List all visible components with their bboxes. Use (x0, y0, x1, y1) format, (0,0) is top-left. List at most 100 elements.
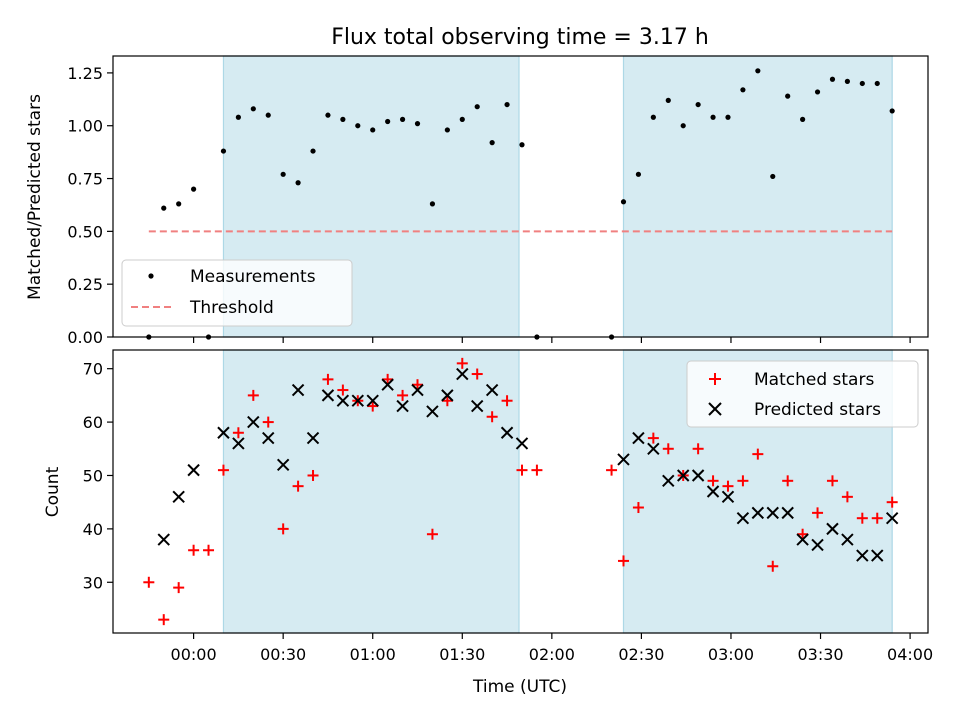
matched-star-point (826, 475, 838, 487)
predicted-star-point (781, 506, 794, 520)
legend-measurements-marker (148, 273, 154, 279)
x-tick-label: 01:00 (350, 645, 396, 664)
predicted-star-point (441, 389, 454, 402)
measurement-point (800, 116, 806, 122)
top-y-tick-label: 0.00 (67, 328, 103, 347)
measurement-point (340, 116, 346, 122)
matched-star-point (456, 357, 468, 369)
predicted-star-point (485, 383, 499, 397)
predicted-star-point (515, 437, 529, 450)
matched-star-point (606, 464, 618, 476)
x-tick-label: 01:30 (439, 645, 485, 664)
predicted-star-point (617, 453, 630, 466)
measurement-point (280, 171, 286, 177)
measurement-point (814, 89, 821, 95)
x-tick-label: 04:00 (887, 645, 933, 664)
predicted-star-point (662, 474, 675, 488)
measurement-point (474, 104, 480, 110)
predicted-star-point (291, 383, 305, 397)
matched-star-point (707, 475, 719, 487)
predicted-star-point (736, 511, 750, 525)
matched-star-points (143, 357, 898, 626)
predicted-star-point (232, 437, 245, 450)
matched-star-point (501, 395, 513, 407)
bot-y-tick-label: 60 (83, 413, 103, 432)
measurement-point (519, 142, 525, 148)
measurement-point (859, 80, 865, 87)
top-y-tick-label: 1.25 (67, 64, 103, 83)
predicted-star-point (691, 469, 705, 482)
matched-star-point (647, 432, 659, 444)
predicted-star-point (471, 399, 484, 413)
matched-star-point (337, 384, 349, 396)
top-y-tick-label: 0.25 (67, 275, 103, 294)
matched-star-point (158, 614, 170, 626)
x-tick-label: 02:30 (618, 645, 664, 664)
predicted-star-point (262, 431, 275, 445)
matched-star-point (426, 528, 438, 540)
top-legend: Measurements Threshold (121, 259, 353, 327)
predicted-star-point (396, 399, 409, 413)
top-legend-box (121, 259, 353, 327)
x-tick-label: 03:30 (797, 645, 843, 664)
measurement-point (889, 108, 895, 114)
top-y-axis-label: Matched/Predicted stars (25, 94, 45, 300)
legend-predicted-marker (708, 402, 722, 416)
top-y-ticks: 0.00 0.25 0.50 0.75 1.00 1.25 (67, 64, 113, 347)
count-panel: 30 40 50 60 70 00:00 00:30 01:00 01:30 02:00 02:3… (43, 349, 933, 697)
predicted-star-point (841, 533, 854, 546)
bot-y-tick-label: 70 (83, 360, 103, 379)
matched-star-point (886, 496, 898, 508)
measurement-point (710, 114, 716, 120)
matched-star-point (382, 373, 394, 385)
measurement-point (295, 180, 301, 186)
measurement-point (444, 127, 450, 133)
bottom-y-ticks: 30 40 50 60 70 (83, 360, 113, 592)
predicted-star-point (157, 533, 170, 546)
matched-star-point (173, 582, 185, 594)
predicted-star-point (647, 442, 660, 455)
matched-star-point (767, 560, 779, 572)
matched-star-point (143, 576, 155, 588)
matched-star-point (737, 475, 749, 487)
measurement-point (785, 93, 791, 99)
measurement-point (725, 114, 731, 120)
measurement-point (250, 106, 256, 112)
predicted-star-point (856, 549, 869, 562)
top-y-tick-label: 1.00 (67, 117, 103, 136)
matched-star-point (841, 491, 853, 503)
matched-star-point (262, 416, 274, 428)
matched-star-point (722, 480, 734, 492)
measurement-point (755, 68, 761, 74)
legend-predicted-label: Predicted stars (754, 400, 881, 420)
matched-star-point (797, 528, 809, 540)
measurement-point (355, 123, 361, 129)
measurement-point (695, 101, 701, 108)
bot-shaded-interval (222, 349, 520, 634)
matched-star-point (292, 480, 304, 492)
predicted-star-point (766, 506, 779, 520)
bot-y-tick-label: 30 (83, 573, 103, 592)
matched-star-point (247, 389, 259, 401)
matched-star-point (322, 373, 334, 385)
predicted-star-point (885, 511, 899, 525)
chart-title: Flux total observing time = 3.17 h (331, 25, 709, 50)
measurement-point (414, 121, 421, 127)
predicted-star-point (306, 431, 320, 445)
predicted-star-point (187, 463, 200, 477)
measurement-point (680, 123, 686, 129)
matched-star-point (217, 464, 229, 476)
matched-star-point (632, 502, 644, 514)
matched-star-point (812, 507, 824, 519)
predicted-star-point (336, 394, 350, 407)
x-tick-label: 02:00 (529, 645, 575, 664)
bottom-x-ticks: 00:00 00:30 01:00 01:30 02:00 02:30 03:00 03:30… (171, 633, 933, 664)
matched-star-point (531, 464, 543, 476)
x-tick-label: 03:00 (708, 645, 754, 664)
measurement-point (829, 76, 836, 82)
top-shaded-interval (622, 55, 893, 338)
matched-star-point (232, 427, 244, 439)
measurement-point (265, 112, 271, 118)
predicted-star-point (381, 378, 394, 391)
